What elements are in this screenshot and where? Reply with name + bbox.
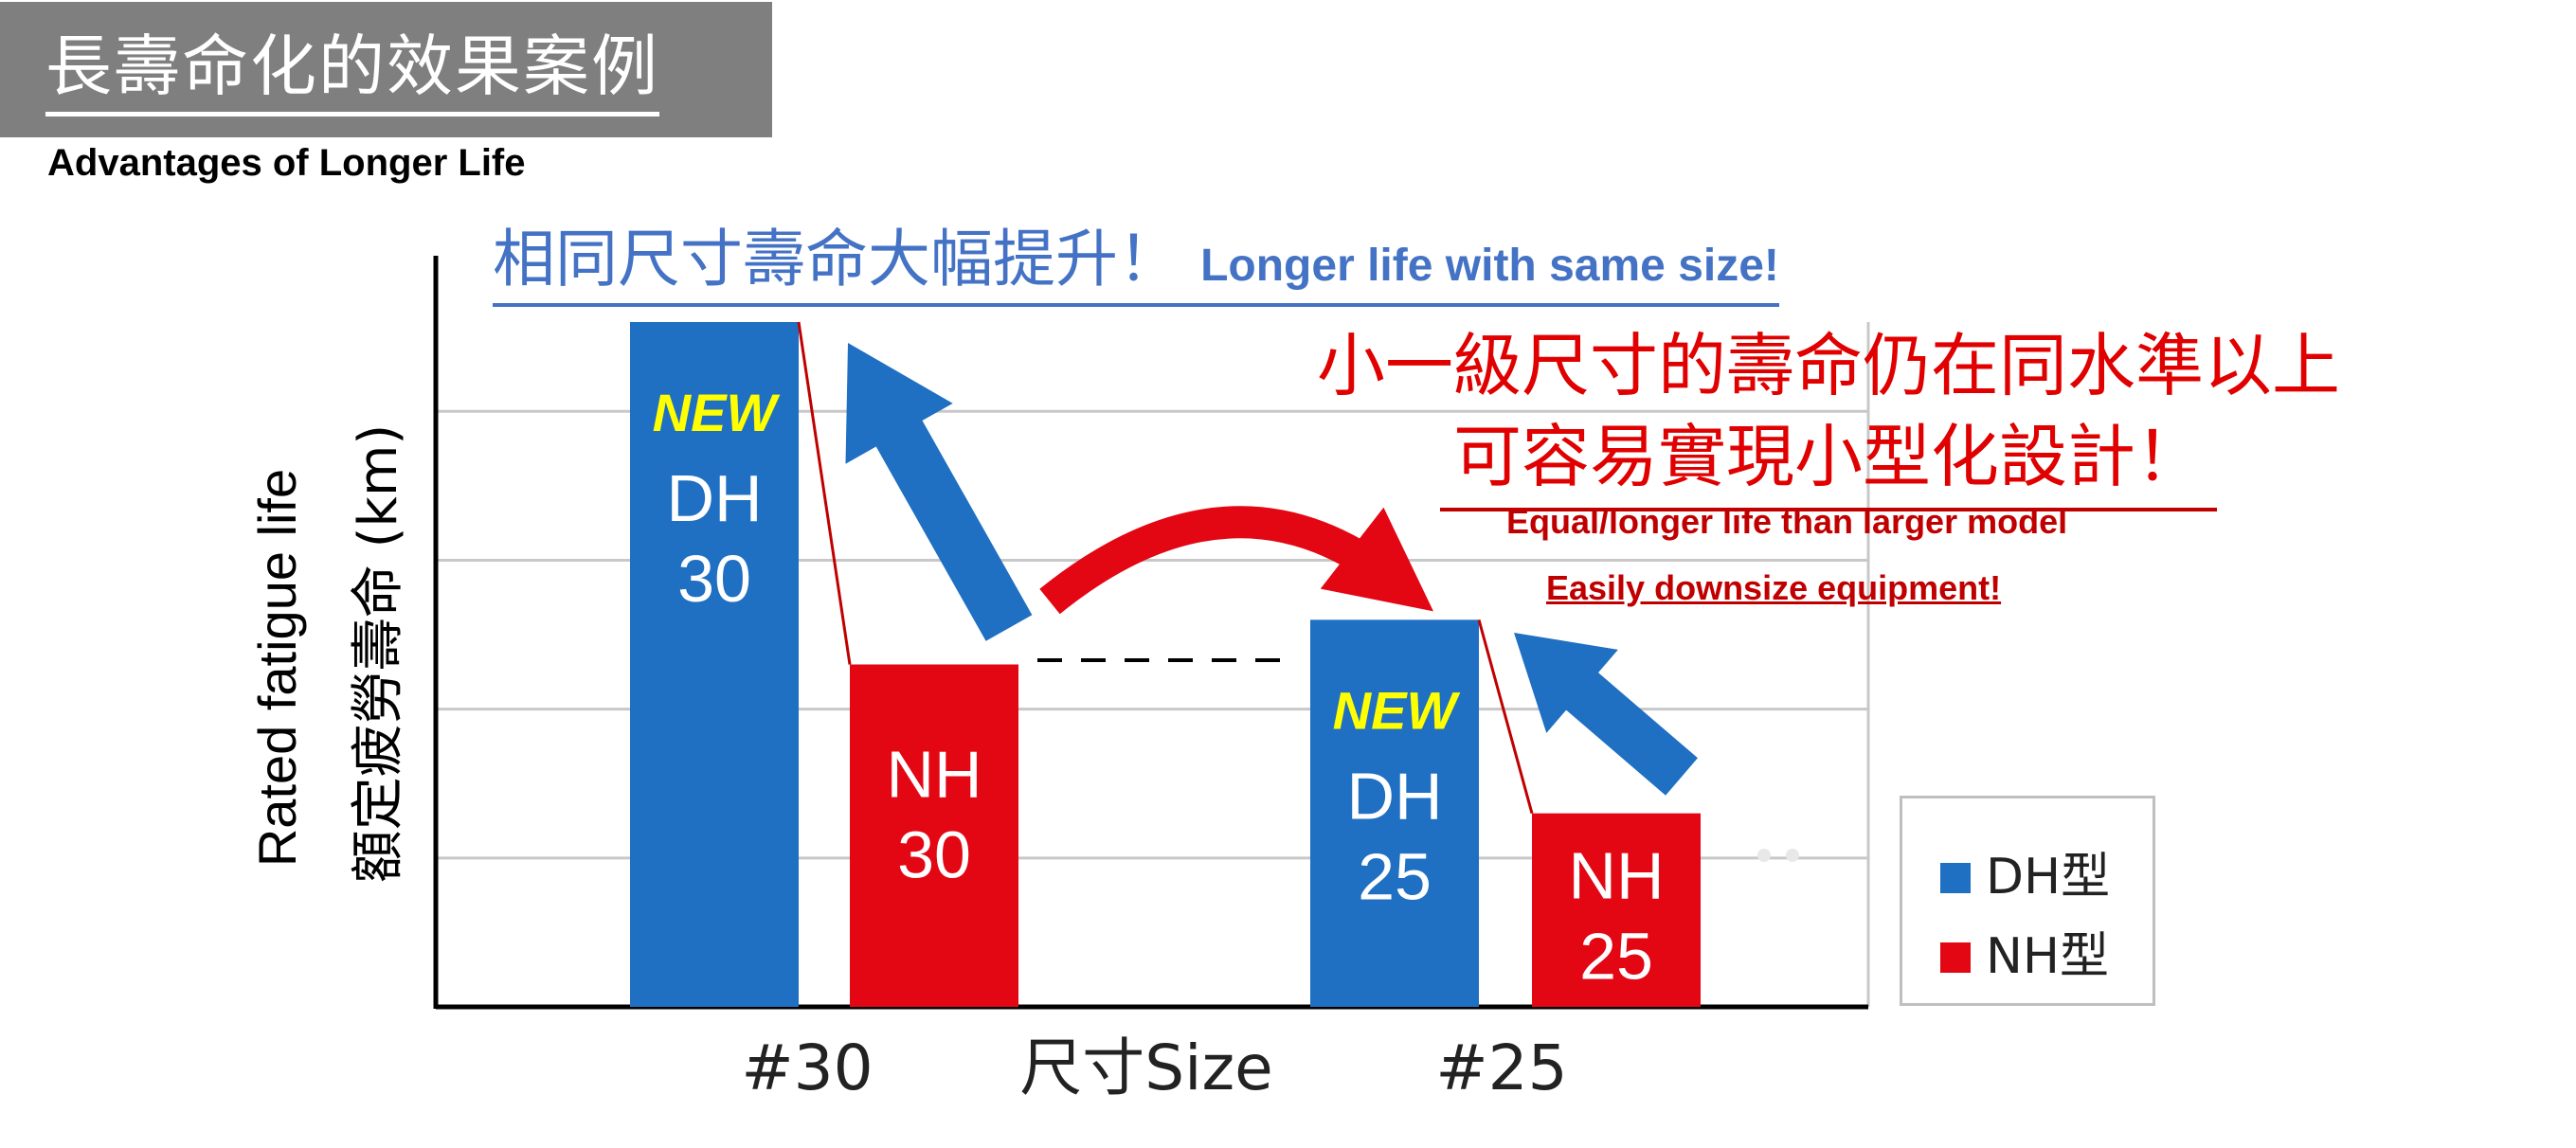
- bar-label-nh: 25: [1579, 920, 1653, 994]
- x-axis-label: 尺寸Size: [1019, 1031, 1272, 1104]
- red-annotation-en2: Easily downsize equipment!: [1546, 568, 2002, 607]
- upgrade-arrow-30: [845, 343, 1033, 641]
- bar-nh-25: [1532, 813, 1701, 1007]
- bar-label-dh: 30: [677, 542, 751, 616]
- red-annotation-line1: 小一級尺寸的壽命仍在同水準以上: [1316, 326, 2340, 405]
- connector-line: [797, 321, 852, 665]
- bar-label-dh: DH: [1346, 759, 1442, 833]
- page-title: 長壽命化的效果案例: [45, 23, 659, 117]
- arrows: [845, 343, 1799, 862]
- legend-swatch-nh: [1940, 942, 1971, 973]
- decor-dot: [1757, 849, 1771, 862]
- bar-dh-30: [630, 322, 799, 1007]
- new-tag: NEW: [1333, 680, 1461, 740]
- legend-label-nh: NH型: [1986, 928, 2110, 985]
- legend-item-dh: DH型: [1940, 836, 2110, 907]
- red-annotation-line2: 可容易實現小型化設計！: [1439, 411, 2217, 511]
- same-size-annotation: 相同尺寸壽命大幅提升！ Longer life with same size!: [493, 208, 1779, 307]
- legend-label-dh: DH型: [1986, 849, 2111, 906]
- bar-dh-25: [1310, 619, 1479, 1007]
- x-tick-label: #25: [1435, 1031, 1567, 1104]
- downsize-annotation: 小一級尺寸的壽命仍在同水準以上 可容易實現小型化設計！: [1213, 320, 2444, 511]
- downsize-arrow: [1039, 506, 1433, 615]
- bar-label-dh: DH: [666, 461, 762, 535]
- y-axis-label-en: Rated fatigue life: [247, 469, 307, 867]
- y-axis-label-cn: 額定疲勞壽命 (km): [348, 424, 409, 883]
- upgrade-arrow-25: [1514, 633, 1698, 796]
- x-tick-label: #30: [741, 1031, 873, 1104]
- red-annotation-en1: Equal/longer life than larger model: [1506, 502, 2068, 541]
- legend: DH型 NH型: [1900, 796, 2155, 1006]
- bars: [630, 321, 1701, 1007]
- title-banner: 長壽命化的效果案例: [0, 2, 772, 137]
- blue-annotation-en: Longer life with same size!: [1200, 241, 1779, 291]
- connector-line: [1477, 619, 1534, 815]
- bar-label-nh: NH: [886, 738, 982, 812]
- blue-annotation-cn: 相同尺寸壽命大幅提升！: [493, 223, 1180, 296]
- bar-nh-30: [850, 664, 1018, 1007]
- legend-swatch-dh: [1940, 863, 1971, 893]
- legend-item-nh: NH型: [1940, 916, 2109, 987]
- bar-label-nh: 30: [897, 818, 971, 892]
- bar-label-dh: 25: [1358, 839, 1432, 913]
- decor-dot: [1786, 849, 1799, 862]
- page-subtitle: Advantages of Longer Life: [47, 142, 526, 184]
- new-tag: NEW: [653, 383, 781, 442]
- bar-label-nh: NH: [1568, 839, 1664, 913]
